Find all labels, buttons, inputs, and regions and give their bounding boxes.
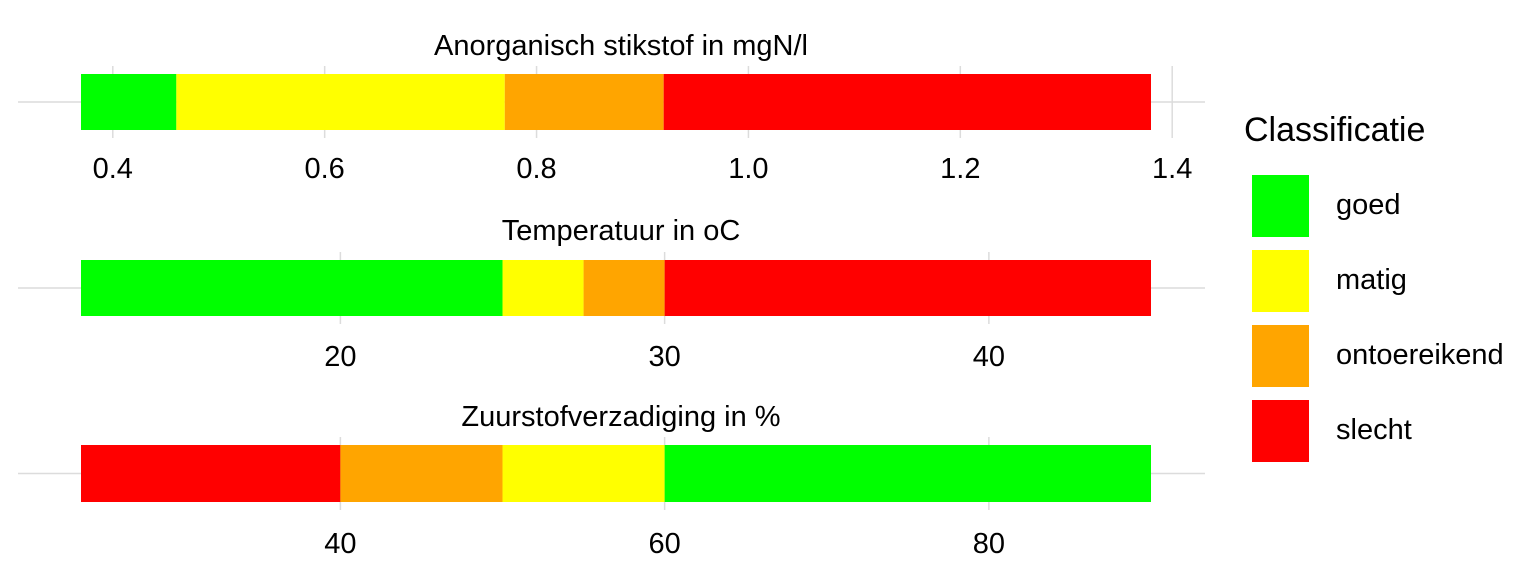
panel-1: Temperatuur in oC 20 30 40 (18, 215, 1205, 373)
panel-0: Anorganisch stikstof in mgN/l 0.4 0.6 0.8 1.… (18, 30, 1205, 185)
legend: Classificatie goed matig ontoereikend sl… (1240, 110, 1530, 468)
segment-ontoereikend (583, 260, 665, 316)
panel-title: Zuurstofverzadiging in % (461, 401, 780, 433)
tick-label: 80 (973, 528, 1005, 560)
segment-matig (176, 74, 505, 130)
panel-2: Zuurstofverzadiging in % 40 60 80 (18, 401, 1205, 560)
segment-goed (81, 74, 177, 130)
tick-label: 0.6 (304, 153, 344, 185)
tick-label: 0.4 (93, 153, 133, 185)
tick-label: 40 (973, 341, 1005, 373)
legend-label-goed: goed (1336, 189, 1401, 221)
legend-label-ontoereikend: ontoereikend (1336, 339, 1504, 371)
legend-item-slecht: slecht (1240, 393, 1530, 468)
tick-label: 0.8 (516, 153, 556, 185)
segment-ontoereikend (340, 445, 503, 502)
segment-matig (502, 445, 665, 502)
legend-swatch-matig (1252, 249, 1309, 312)
segment-slecht (81, 445, 341, 502)
legend-item-matig: matig (1240, 243, 1530, 318)
legend-swatch-slecht (1252, 399, 1309, 462)
tick-label: 40 (324, 528, 356, 560)
legend-item-ontoereikend: ontoereikend (1240, 318, 1530, 393)
segment-slecht (663, 74, 1151, 130)
segment-goed (81, 260, 503, 316)
segment-ontoereikend (504, 74, 664, 130)
segment-slecht (664, 260, 1151, 316)
tick-label: 1.0 (728, 153, 768, 185)
panel-title: Anorganisch stikstof in mgN/l (434, 30, 808, 62)
tick-label: 20 (324, 341, 356, 373)
legend-label-matig: matig (1336, 264, 1407, 296)
legend-label-slecht: slecht (1336, 414, 1412, 446)
panel-title: Temperatuur in oC (502, 215, 741, 247)
tick-label: 30 (649, 341, 681, 373)
legend-swatch-ontoereikend (1252, 324, 1309, 387)
tick-label: 1.4 (1152, 153, 1192, 185)
tick-label: 60 (649, 528, 681, 560)
tick-label: 1.2 (940, 153, 980, 185)
legend-swatch-goed (1252, 174, 1309, 237)
legend-title: Classificatie (1244, 111, 1426, 149)
legend-item-goed: goed (1240, 168, 1530, 243)
segment-matig (502, 260, 584, 316)
segment-goed (664, 445, 1151, 502)
